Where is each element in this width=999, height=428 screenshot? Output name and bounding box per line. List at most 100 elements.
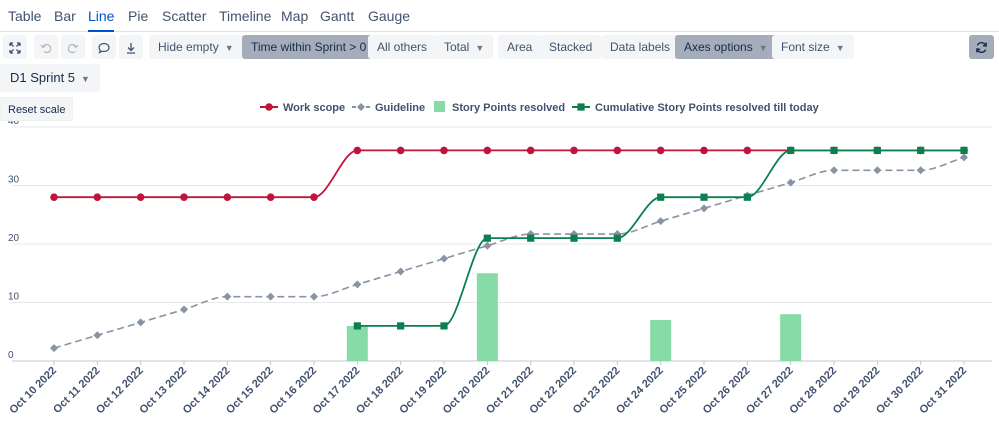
legend-label: Work scope <box>283 102 345 114</box>
data-labels-button[interactable]: Data labels <box>601 35 680 59</box>
tab-table[interactable]: Table <box>8 8 42 24</box>
chart-toolbar: Hide empty ▼ Time within Sprint > 0 All o… <box>0 35 999 61</box>
point-cumulative-story-points-resolved-till-today <box>353 322 361 330</box>
y-tick-label: 10 <box>8 292 20 303</box>
point-work-scope <box>656 146 665 155</box>
expand-icon <box>9 42 21 54</box>
legend-marker <box>357 103 365 111</box>
point-work-scope <box>700 146 708 155</box>
tab-pie[interactable]: Pie <box>128 8 149 24</box>
point-work-scope <box>180 193 188 201</box>
chevron-down-icon: ▼ <box>835 43 845 53</box>
tab-map[interactable]: Map <box>281 8 309 24</box>
tab-gantt[interactable]: Gantt <box>320 8 355 24</box>
refresh-button[interactable] <box>969 35 994 59</box>
point-work-scope <box>136 193 145 201</box>
comment-icon <box>98 42 110 54</box>
point-guideline <box>916 166 925 175</box>
legend-label: Story Points resolved <box>452 102 565 114</box>
legend-item-work-scope: Work scope <box>260 102 345 114</box>
comment-button[interactable] <box>92 35 116 59</box>
chevron-down-icon: ▼ <box>758 43 768 53</box>
point-guideline <box>960 153 968 162</box>
point-guideline <box>873 166 882 175</box>
point-cumulative-story-points-resolved-till-today <box>527 234 535 242</box>
y-tick-label: 40 <box>8 116 20 127</box>
point-guideline <box>93 331 102 340</box>
chevron-down-icon: ▼ <box>475 43 485 53</box>
refresh-icon <box>976 42 987 54</box>
point-cumulative-story-points-resolved-till-today <box>657 193 665 201</box>
point-work-scope <box>483 146 492 155</box>
point-guideline <box>656 217 665 226</box>
bar-story-points-resolved <box>780 314 802 361</box>
point-cumulative-story-points-resolved-till-today <box>700 193 708 201</box>
bar-story-points-resolved <box>346 325 368 361</box>
redo-button[interactable] <box>61 35 85 59</box>
point-guideline <box>266 292 275 301</box>
tab-scatter[interactable]: Scatter <box>162 8 207 24</box>
legend-label: Guideline <box>375 102 425 114</box>
point-work-scope <box>223 193 232 201</box>
point-work-scope <box>310 193 318 201</box>
legend-item-story-points-resolved: Story Points resolved <box>434 101 565 114</box>
point-guideline <box>396 267 405 276</box>
axes-options-dropdown[interactable]: Axes options ▼ <box>675 35 777 59</box>
x-tick-label: Oct 31 2022 <box>917 365 969 417</box>
y-tick-label: 20 <box>8 233 20 244</box>
series-line-cumulative-story-points-resolved-till-today <box>357 149 964 327</box>
bar-story-points-resolved <box>650 320 672 361</box>
point-cumulative-story-points-resolved-till-today <box>397 322 405 330</box>
point-work-scope <box>50 193 58 201</box>
point-work-scope <box>743 146 752 155</box>
point-work-scope <box>526 146 535 155</box>
legend-item-guideline: Guideline <box>352 102 425 114</box>
legend-marker <box>265 103 273 111</box>
point-cumulative-story-points-resolved-till-today <box>613 234 621 242</box>
point-cumulative-story-points-resolved-till-today <box>743 193 751 201</box>
point-guideline <box>440 254 448 263</box>
stacked-button[interactable]: Stacked <box>540 35 602 59</box>
point-cumulative-story-points-resolved-till-today <box>483 234 491 242</box>
legend-label: Cumulative Story Points resolved till to… <box>595 102 820 114</box>
undo-button[interactable] <box>34 35 58 59</box>
point-cumulative-story-points-resolved-till-today <box>570 234 578 242</box>
tab-bar[interactable]: Bar <box>54 8 76 24</box>
sprint-selector[interactable]: D1 Sprint 5 ▼ <box>0 64 100 92</box>
legend-swatch <box>434 101 445 112</box>
chevron-down-icon: ▼ <box>224 43 234 53</box>
point-guideline <box>830 166 838 175</box>
tab-gauge[interactable]: Gauge <box>368 8 411 24</box>
download-icon <box>127 42 135 54</box>
font-size-dropdown[interactable]: Font size ▼ <box>772 35 854 59</box>
chevron-down-icon: ▼ <box>81 74 90 84</box>
point-guideline <box>50 344 58 353</box>
point-work-scope <box>266 193 275 201</box>
point-work-scope <box>353 146 362 155</box>
time-filter-button[interactable]: Time within Sprint > 0 <box>242 35 376 59</box>
point-guideline <box>136 318 145 327</box>
download-button[interactable] <box>119 35 143 59</box>
reset-scale-button[interactable]: Reset scale <box>0 97 74 121</box>
point-work-scope <box>396 146 405 155</box>
hide-empty-dropdown[interactable]: Hide empty ▼ <box>149 35 243 59</box>
total-dropdown[interactable]: Total ▼ <box>435 35 494 59</box>
y-tick-label: 30 <box>8 175 20 186</box>
point-guideline <box>353 280 362 289</box>
all-others-button[interactable]: All others <box>368 35 437 59</box>
legend-marker <box>577 103 585 111</box>
point-cumulative-story-points-resolved-till-today <box>873 146 881 154</box>
point-cumulative-story-points-resolved-till-today <box>960 146 968 154</box>
tab-timeline[interactable]: Timeline <box>219 8 272 24</box>
point-cumulative-story-points-resolved-till-today <box>787 146 795 154</box>
point-guideline <box>483 241 492 250</box>
series-line-guideline <box>53 156 965 349</box>
point-guideline <box>223 292 232 301</box>
undo-icon <box>40 43 52 54</box>
tab-line[interactable]: Line <box>88 7 115 32</box>
expand-button[interactable] <box>3 35 27 59</box>
area-button[interactable]: Area <box>498 35 542 59</box>
point-cumulative-story-points-resolved-till-today <box>830 146 838 154</box>
bar-story-points-resolved <box>476 273 498 361</box>
